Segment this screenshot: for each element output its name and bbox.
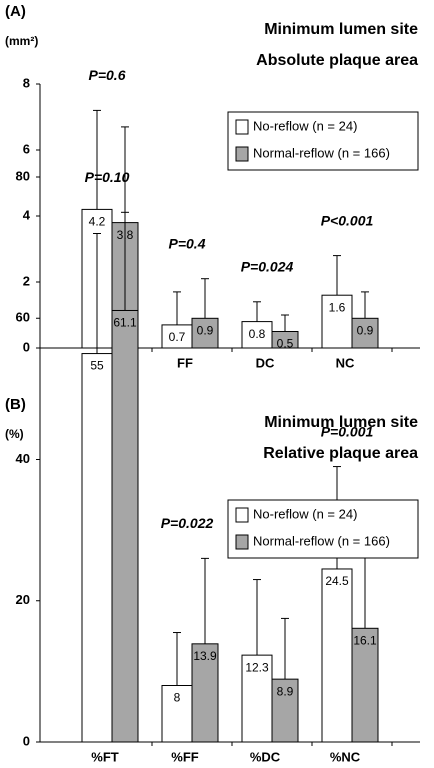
y-tick-label: 4 (23, 207, 31, 222)
legend-label: Normal-reflow (n = 166) (253, 145, 390, 160)
annotation: P<0.001 (321, 212, 374, 228)
data-label: 0.5 (277, 337, 294, 351)
chart-title: Relative plaque area (263, 445, 418, 462)
data-label: 16.1 (353, 633, 377, 647)
legend-swatch (235, 146, 249, 162)
bar (351, 627, 379, 743)
bar (81, 353, 113, 743)
data-label: 61.1 (113, 316, 137, 330)
bar (161, 685, 193, 743)
chart-title: Absolute plaque area (256, 52, 418, 69)
chart-title: Minimum lumen site (264, 21, 418, 38)
bar (271, 678, 299, 743)
data-label: 4.2 (89, 215, 106, 229)
annotation: P=0.022 (161, 515, 214, 531)
data-label: 24.5 (325, 574, 349, 588)
data-label: 13.9 (193, 649, 217, 663)
unit-label: (mm²) (5, 34, 38, 48)
x-tick-label: FF (177, 355, 193, 370)
bar (321, 294, 353, 349)
x-tick-label: %DC (250, 749, 281, 764)
data-label: 0.9 (357, 323, 374, 337)
bar (111, 309, 139, 743)
annotation: P=0.4 (169, 235, 206, 251)
data-label: 0.8 (249, 327, 266, 341)
y-tick-label: 0 (23, 733, 30, 748)
data-label: 8.9 (277, 684, 294, 698)
panel-label: (B) (5, 396, 26, 413)
annotation: P=0.6 (89, 67, 126, 83)
bar (351, 317, 379, 349)
data-label: 55 (90, 359, 104, 373)
bar (321, 568, 353, 743)
panel-label: (A) (5, 3, 26, 20)
x-tick-label: %NC (330, 749, 361, 764)
y-tick-label: 60 (16, 310, 30, 325)
bar (271, 331, 299, 349)
legend-label: No-reflow (n = 24) (253, 118, 357, 133)
y-tick-label: 6 (23, 141, 30, 156)
bar (191, 643, 219, 743)
legend-swatch (235, 507, 249, 523)
legend-box (227, 499, 419, 559)
unit-label: (%) (5, 427, 24, 441)
x-tick-label: NC (336, 355, 355, 370)
legend-swatch (235, 534, 249, 550)
chart-title: Minimum lumen site (264, 414, 418, 431)
legend-swatch (235, 119, 249, 135)
annotation: P=0.001 (321, 423, 374, 439)
data-label: 1.6 (329, 300, 346, 314)
y-tick-label: 20 (16, 592, 30, 607)
x-tick-label: DC (256, 355, 275, 370)
data-label: 12.3 (245, 660, 269, 674)
legend-box (227, 111, 419, 171)
legend-label: No-reflow (n = 24) (253, 506, 357, 521)
y-tick-label: 40 (16, 451, 30, 466)
data-label: 0.9 (197, 323, 214, 337)
annotation: P=0.10 (85, 169, 130, 185)
y-tick-label: 8 (23, 75, 30, 90)
bar (191, 317, 219, 349)
data-label: 8 (174, 691, 181, 705)
data-label: 0.7 (169, 330, 186, 344)
annotation: P=0.024 (241, 259, 294, 275)
x-tick-label: %FF (171, 749, 199, 764)
y-tick-label: 80 (16, 168, 30, 183)
y-tick-label: 0 (23, 339, 30, 354)
legend-label: Normal-reflow (n = 166) (253, 533, 390, 548)
x-tick-label: %FT (91, 749, 119, 764)
y-tick-label: 2 (23, 273, 30, 288)
